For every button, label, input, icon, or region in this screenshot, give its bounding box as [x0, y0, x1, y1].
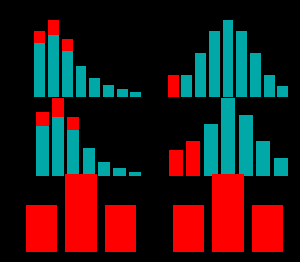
- Bar: [103, 85, 114, 97]
- Bar: [62, 39, 73, 51]
- Bar: [238, 116, 253, 176]
- Bar: [223, 20, 233, 97]
- Bar: [169, 150, 182, 176]
- Bar: [34, 31, 45, 43]
- Bar: [182, 75, 192, 97]
- Bar: [277, 86, 288, 97]
- Bar: [52, 98, 64, 117]
- Bar: [36, 125, 49, 176]
- Bar: [98, 162, 110, 176]
- Bar: [256, 141, 270, 176]
- Bar: [67, 130, 80, 176]
- Bar: [34, 43, 45, 97]
- Bar: [130, 92, 141, 97]
- Bar: [236, 31, 247, 97]
- Bar: [117, 89, 128, 97]
- Bar: [186, 141, 200, 176]
- Bar: [195, 53, 206, 97]
- Bar: [209, 31, 220, 97]
- Bar: [36, 112, 49, 125]
- Bar: [76, 66, 86, 97]
- Bar: [26, 205, 57, 252]
- Bar: [89, 78, 100, 97]
- Bar: [221, 98, 235, 176]
- Bar: [65, 174, 97, 252]
- Bar: [212, 174, 244, 252]
- Bar: [67, 117, 80, 130]
- Bar: [129, 172, 141, 176]
- Bar: [173, 205, 204, 252]
- Bar: [168, 75, 179, 97]
- Bar: [113, 168, 126, 176]
- Bar: [52, 117, 64, 176]
- Bar: [264, 75, 274, 97]
- Bar: [252, 205, 283, 252]
- Bar: [105, 205, 136, 252]
- Bar: [62, 51, 73, 97]
- Bar: [48, 20, 59, 35]
- Bar: [82, 148, 95, 176]
- Bar: [274, 159, 287, 176]
- Bar: [48, 35, 59, 97]
- Bar: [203, 124, 218, 176]
- Bar: [250, 53, 261, 97]
